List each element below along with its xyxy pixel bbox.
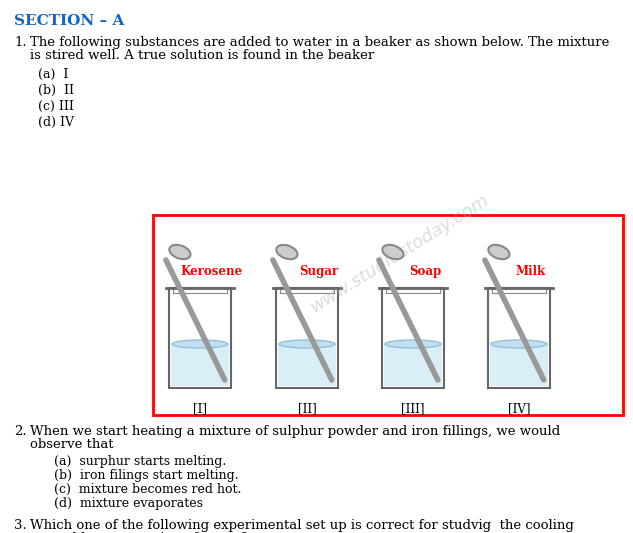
Text: (a)  I: (a) I (38, 68, 68, 81)
Ellipse shape (491, 340, 547, 348)
FancyBboxPatch shape (169, 288, 231, 388)
Text: SECTION – A: SECTION – A (14, 14, 124, 28)
Bar (171, 344, 229, 386)
FancyBboxPatch shape (382, 288, 444, 388)
Text: [III]: [III] (401, 402, 425, 415)
Text: (b)  iron filings start melting.: (b) iron filings start melting. (54, 469, 239, 482)
Text: Milk: Milk (516, 265, 546, 278)
Ellipse shape (277, 245, 298, 259)
Text: is stired well. A true solution is found in the beaker: is stired well. A true solution is found… (30, 49, 374, 62)
Ellipse shape (279, 340, 335, 348)
Ellipse shape (385, 340, 441, 348)
Text: [IV]: [IV] (508, 402, 530, 415)
FancyBboxPatch shape (488, 288, 550, 388)
Bar (278, 344, 336, 386)
Text: 2.: 2. (14, 425, 27, 438)
Bar (384, 344, 442, 386)
Text: 1.: 1. (14, 36, 27, 49)
Ellipse shape (488, 245, 510, 259)
Bar (490, 344, 548, 386)
Text: www.studiestoday.com: www.studiestoday.com (308, 190, 492, 316)
Bar (153, 215, 623, 415)
Text: (d) IV: (d) IV (38, 116, 74, 129)
Text: Soap: Soap (409, 265, 441, 278)
Text: [II]: [II] (298, 402, 316, 415)
Text: [I]: [I] (193, 402, 207, 415)
Text: (d)  mixture evaporates: (d) mixture evaporates (54, 497, 203, 510)
Text: (b)  II: (b) II (38, 84, 74, 97)
Text: The following substances are added to water in a beaker as shown below. The mixt: The following substances are added to wa… (30, 36, 610, 49)
Ellipse shape (382, 245, 403, 259)
Text: caused by evaporation of water?: caused by evaporation of water? (30, 532, 248, 533)
Text: (c) III: (c) III (38, 100, 74, 113)
Text: When we start heating a mixture of sulphur powder and iron fillings, we would: When we start heating a mixture of sulph… (30, 425, 560, 438)
Ellipse shape (172, 340, 228, 348)
FancyBboxPatch shape (276, 288, 338, 388)
Text: Sugar: Sugar (299, 265, 339, 278)
Text: Kerosene: Kerosene (181, 265, 243, 278)
Text: 3.: 3. (14, 519, 27, 532)
Ellipse shape (169, 245, 191, 259)
Text: Which one of the following experimental set up is correct for studvig  the cooli: Which one of the following experimental … (30, 519, 574, 532)
Text: (a)  surphur starts melting.: (a) surphur starts melting. (54, 455, 226, 468)
Text: observe that: observe that (30, 438, 114, 451)
Text: (c)  mixture becomes red hot.: (c) mixture becomes red hot. (54, 483, 241, 496)
